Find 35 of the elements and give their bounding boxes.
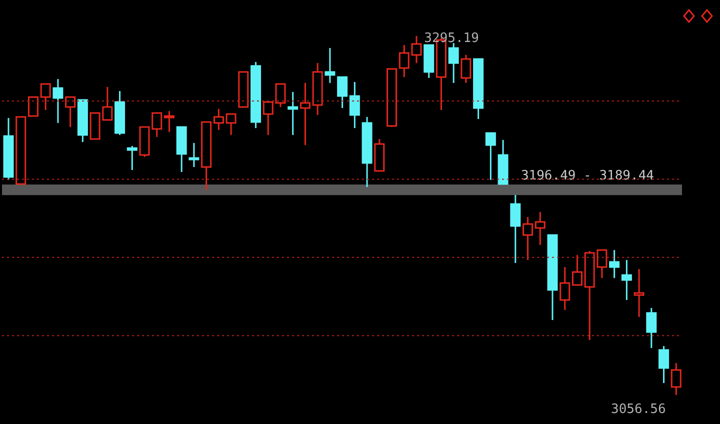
candlestick	[621, 259, 632, 301]
candlestick	[226, 113, 236, 136]
candlestick	[670, 362, 682, 395]
candlestick	[398, 44, 410, 78]
candlestick	[658, 345, 670, 384]
band-label: 3196.49 - 3189.44	[520, 168, 654, 184]
candlestick	[65, 96, 76, 128]
candlestick	[460, 54, 472, 84]
candlestick	[213, 108, 224, 131]
candlestick	[300, 82, 310, 146]
candlestick	[275, 83, 286, 108]
candlestick	[52, 78, 64, 124]
candlestick	[634, 268, 644, 318]
candlestick	[411, 36, 422, 64]
candlestick	[560, 266, 570, 311]
candlestick	[534, 211, 546, 246]
candlestick	[324, 47, 336, 84]
text: 3056.56	[611, 402, 666, 417]
candlestick	[337, 76, 348, 109]
annotation: 3295.19	[424, 31, 479, 46]
candlestick	[288, 91, 298, 136]
candlestick	[349, 81, 360, 129]
candlestick	[609, 249, 620, 279]
candlestick	[164, 110, 174, 133]
candlestick	[126, 145, 138, 171]
candlestick	[188, 142, 200, 168]
candlestick	[28, 96, 38, 117]
candlestick	[448, 42, 459, 84]
candlestick	[262, 101, 274, 136]
candlestick	[40, 83, 51, 111]
candlestick	[485, 132, 496, 181]
candlestick	[510, 194, 521, 264]
candlestick	[522, 216, 534, 261]
candlestick	[572, 254, 582, 286]
candlestick	[646, 307, 657, 349]
